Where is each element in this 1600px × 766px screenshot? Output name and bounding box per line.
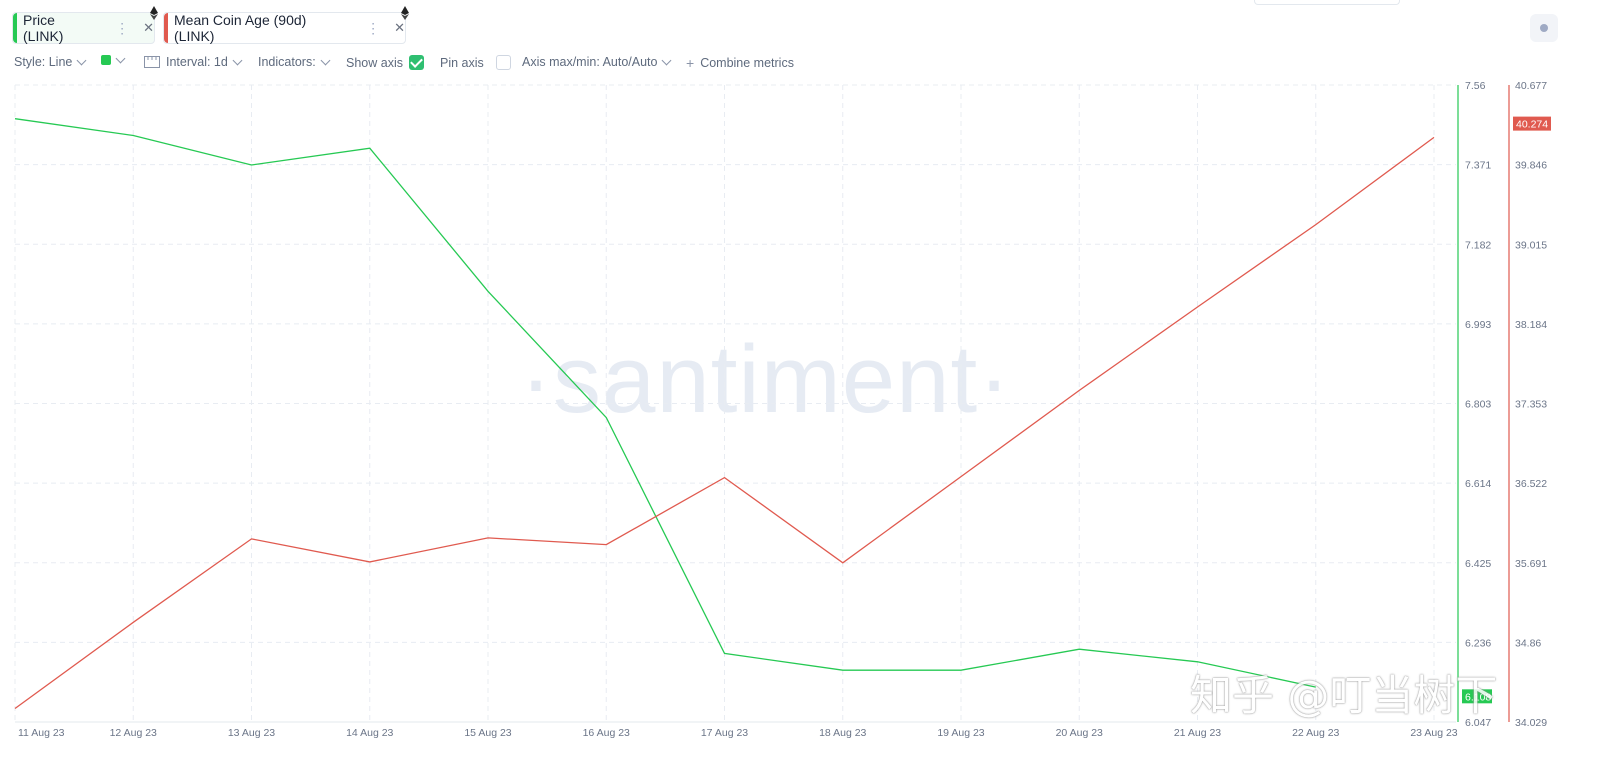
- age-axis-tick-label: 34.029: [1515, 717, 1547, 729]
- pin-axis-label: Pin axis: [440, 55, 484, 70]
- x-axis-tick-label: 11 Aug 23: [18, 727, 65, 739]
- more-options-icon[interactable]: ⋮: [115, 19, 130, 36]
- x-axis-tick-label: 19 Aug 23: [937, 727, 984, 739]
- show-axis-checkbox[interactable]: [408, 55, 424, 70]
- price-axis-tick-label: 6.236: [1465, 637, 1491, 649]
- x-axis-tick-label: 21 Aug 23: [1174, 727, 1221, 739]
- close-icon[interactable]: ✕: [394, 20, 405, 35]
- pin-axis-checkbox[interactable]: [495, 55, 511, 70]
- close-icon[interactable]: ✕: [143, 20, 154, 35]
- color-swatch-icon: [101, 55, 111, 65]
- ethereum-icon: [150, 6, 158, 20]
- age-current-badge: [1513, 116, 1551, 131]
- settings-toggle-icon[interactable]: [1530, 14, 1558, 42]
- plus-icon: +: [686, 55, 695, 71]
- age-axis-tick-label: 36.522: [1515, 478, 1547, 490]
- interval-dropdown[interactable]: Interval: 1d: [144, 55, 243, 69]
- combine-metrics-label: Combine metrics: [700, 56, 794, 70]
- x-axis-ticks: 11 Aug 23 12 Aug 23 13 Aug 23 14 Aug 23 15 A…: [18, 727, 1458, 739]
- show-axis-toggle[interactable]: Show axis: [346, 55, 424, 70]
- age-axis-tick-label: 40.677: [1515, 80, 1547, 92]
- price-axis-tick-label: 7.182: [1465, 239, 1491, 251]
- metric-tab-mean-coin-age[interactable]: Mean Coin Age (90d) (LINK) ⋮ ✕: [163, 12, 406, 44]
- show-axis-label: Show axis: [346, 55, 403, 70]
- metric-label-price: Price (LINK): [23, 12, 64, 44]
- age-color-bar: [164, 13, 168, 43]
- top-button[interactable]: [1254, 0, 1400, 5]
- price-axis-tick-label: 6.425: [1465, 558, 1491, 570]
- price-axis-tick-label: 7.56: [1465, 80, 1486, 92]
- interval-label: Interval: 1d: [166, 55, 228, 69]
- x-axis-tick-label: 14 Aug 23: [346, 727, 393, 739]
- x-axis-tick-label: 20 Aug 23: [1056, 727, 1103, 739]
- combine-metrics-button[interactable]: + Combine metrics: [686, 55, 794, 71]
- age-axis-tick-label: 34.86: [1515, 637, 1541, 649]
- chart-grid: [14, 84, 1456, 723]
- age-axis-tick-label: 35.691: [1515, 558, 1547, 570]
- chart-axes: 7.56 7.371 7.182 6.993 6.803 6.614 6.425 6.236 6…: [1457, 80, 1551, 729]
- price-current-badge: [1462, 689, 1492, 704]
- age-axis-tick-label: 39.015: [1515, 239, 1547, 251]
- chart-series: [14, 118, 1435, 710]
- metric-label-mean-coin-age: Mean Coin Age (90d) (LINK): [174, 12, 307, 44]
- santiment-watermark: ·santiment·: [520, 326, 1012, 433]
- more-options-icon[interactable]: ⋮: [366, 19, 381, 36]
- age-axis-tick-label: 37.353: [1515, 399, 1547, 411]
- price-axis-tick-label: 6.803: [1465, 399, 1491, 411]
- pin-axis-toggle[interactable]: Pin axis: [440, 55, 511, 70]
- x-axis-tick-label: 23 Aug 23: [1410, 727, 1457, 739]
- age-axis-tick-label: 38.184: [1515, 319, 1547, 331]
- price-color-bar: [13, 13, 17, 43]
- price-axis-tick-label: 7.371: [1465, 160, 1491, 172]
- x-axis-tick-label: 22 Aug 23: [1292, 727, 1339, 739]
- indicators-dropdown[interactable]: Indicators:: [258, 55, 331, 69]
- x-axis-tick-label: 16 Aug 23: [583, 727, 630, 739]
- x-axis-tick-label: 18 Aug 23: [819, 727, 866, 739]
- series-line-price: [14, 118, 1316, 688]
- x-axis-tick-label: 12 Aug 23: [110, 727, 157, 739]
- zhihu-watermark: 知乎 @叮当树下: [1190, 671, 1498, 720]
- price-current-value: 6.108: [1465, 691, 1491, 703]
- style-label: Style: Line: [14, 55, 73, 69]
- axis-maxmin-label: Axis max/min: Auto/Auto: [522, 55, 658, 69]
- calendar-icon: [144, 56, 160, 68]
- price-axis-tick-label: 6.993: [1465, 319, 1491, 331]
- axis-maxmin-dropdown[interactable]: Axis max/min: Auto/Auto: [522, 55, 672, 69]
- price-axis-tick-label: 6.614: [1465, 478, 1491, 490]
- indicators-label: Indicators:: [258, 55, 316, 69]
- age-axis-tick-label: 39.846: [1515, 160, 1547, 172]
- x-axis-tick-label: 17 Aug 23: [701, 727, 748, 739]
- series-line-age: [14, 136, 1435, 710]
- ethereum-icon: [401, 6, 409, 20]
- age-current-value: 40.274: [1516, 119, 1548, 131]
- metric-tab-price[interactable]: Price (LINK) ⋮ ✕: [12, 12, 155, 44]
- price-axis-tick-label: 6.047: [1465, 717, 1491, 729]
- x-axis-tick-label: 15 Aug 23: [464, 727, 511, 739]
- style-dropdown[interactable]: Style: Line: [14, 55, 87, 69]
- color-picker[interactable]: [101, 53, 126, 65]
- x-axis-tick-label: 13 Aug 23: [228, 727, 275, 739]
